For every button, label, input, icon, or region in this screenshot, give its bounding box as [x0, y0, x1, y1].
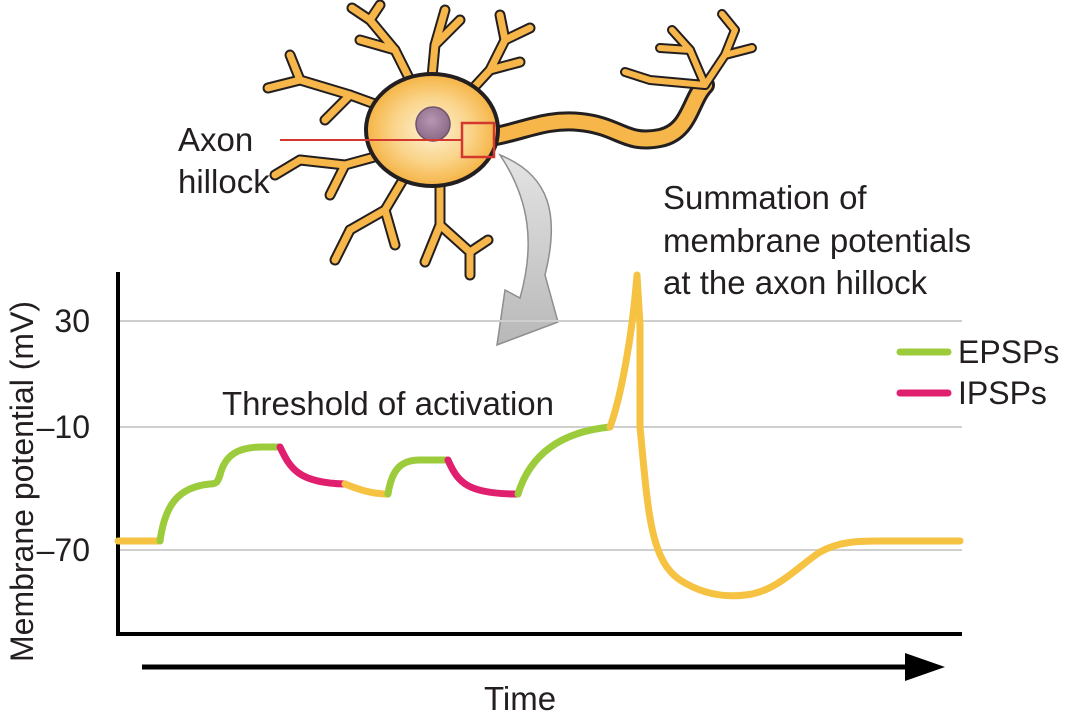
axon-hillock-label-line2: hillock	[178, 163, 270, 200]
trace-epsp-4	[514, 423, 614, 498]
potential-trace	[114, 271, 964, 600]
axon-terminals	[620, 9, 757, 90]
axon	[460, 75, 715, 150]
trace-epsp-2	[216, 443, 284, 479]
trace-epsp-3	[384, 456, 452, 498]
threshold-label: Threshold of activation	[222, 385, 555, 422]
time-arrow	[142, 653, 945, 681]
nucleus	[415, 106, 451, 142]
x-axis-label: Time	[484, 680, 557, 717]
trace-ipsp-1	[276, 443, 349, 488]
axon-hillock-label-line1: Axon	[178, 121, 254, 158]
summation-label-line1: Summation of	[663, 179, 867, 216]
trace-ipsp-2	[444, 456, 522, 498]
y-axis-label: Membrane potential (mV)	[4, 300, 40, 662]
trace-epsp-1	[156, 471, 224, 545]
y-tick-minus10: –10	[36, 409, 90, 445]
neuron-illustration	[262, 0, 757, 281]
trace-action-potential	[606, 271, 964, 600]
summation-label-line2: membrane potentials	[663, 222, 972, 259]
hillock-marker-box	[460, 121, 496, 159]
legend-label-ipsps: IPSPs	[958, 375, 1047, 411]
legend-label-epsps: EPSPs	[958, 334, 1060, 370]
potential-chart	[114, 271, 964, 681]
summation-label-line3: at the axon hillock	[663, 264, 928, 301]
y-tick-30: 30	[54, 303, 90, 339]
trace-decay-1	[341, 480, 392, 498]
y-tick-minus70: –70	[36, 532, 90, 568]
zoom-arrow	[496, 153, 559, 347]
